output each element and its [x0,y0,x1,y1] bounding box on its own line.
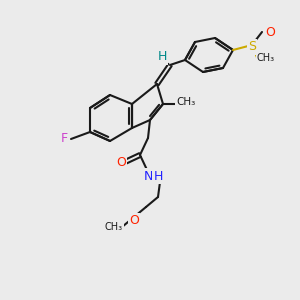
Text: O: O [265,26,275,38]
Text: O: O [116,155,126,169]
Text: CH₃: CH₃ [105,222,123,232]
Text: O: O [129,214,139,227]
Text: H: H [157,50,167,64]
Text: CH₃: CH₃ [176,97,196,107]
Text: CH₃: CH₃ [257,53,275,63]
Text: F: F [60,133,68,146]
Text: H: H [153,169,163,182]
Text: N: N [143,169,153,182]
Text: S: S [248,40,256,53]
